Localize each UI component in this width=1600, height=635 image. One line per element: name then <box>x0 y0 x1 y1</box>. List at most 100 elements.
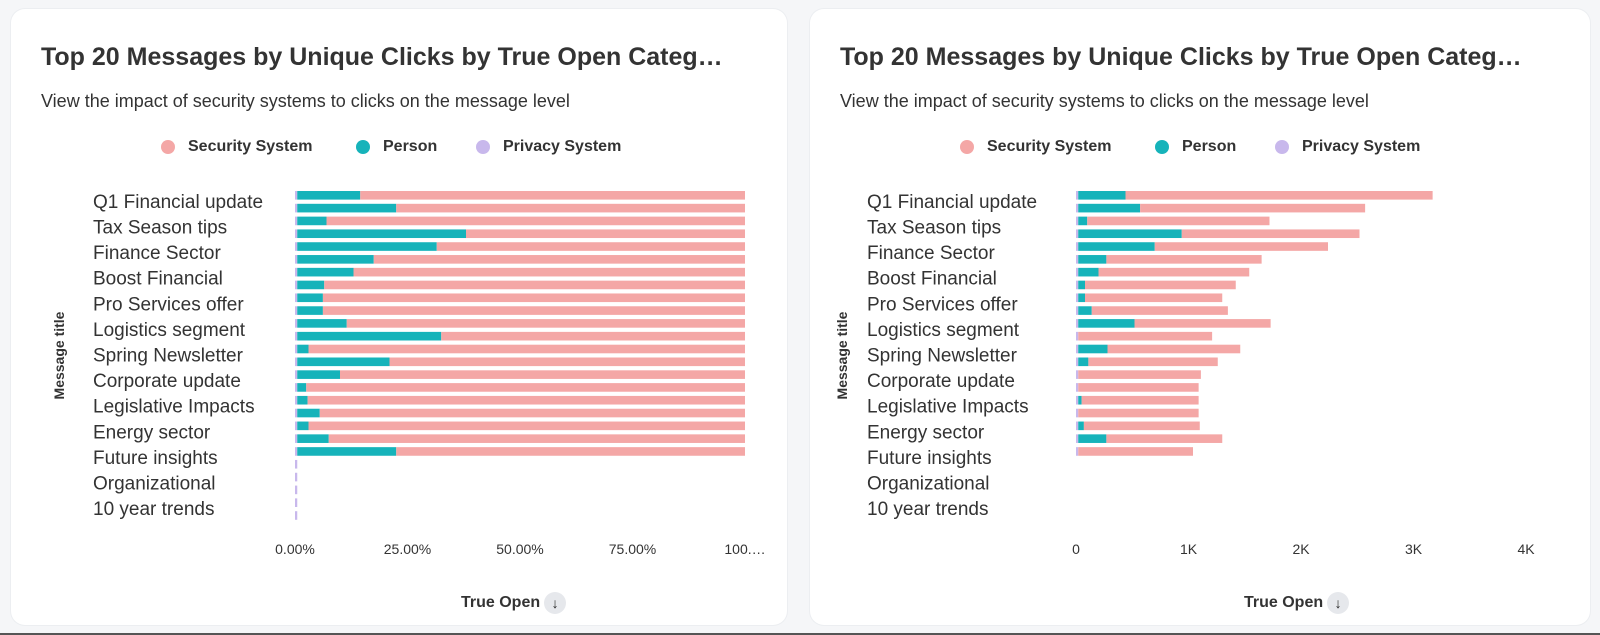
bar-segment-security-system[interactable] <box>328 434 745 443</box>
bar-segment-security-system[interactable] <box>466 229 745 239</box>
bar-segment-person[interactable] <box>1078 434 1107 443</box>
bar-segment-privacy-system[interactable] <box>1076 242 1079 251</box>
bar-segment-security-system[interactable] <box>1134 319 1271 328</box>
bar-segment-privacy-system[interactable] <box>1076 319 1079 328</box>
bar-segment-person[interactable] <box>1078 319 1135 328</box>
bar-segment-security-system[interactable] <box>1106 255 1262 264</box>
bar-segment-security-system[interactable] <box>346 319 745 328</box>
bar-segment-person[interactable] <box>1078 255 1107 264</box>
bar-segment-security-system[interactable] <box>1140 203 1366 213</box>
bar-segment-security-system[interactable] <box>1078 370 1201 379</box>
bar-segment-privacy-system[interactable] <box>295 319 298 328</box>
bar-segment-person[interactable] <box>297 370 340 379</box>
bar-segment-privacy-system[interactable] <box>1076 331 1079 341</box>
bar-segment-security-system[interactable] <box>396 203 745 213</box>
bar-segment-privacy-system[interactable] <box>1076 229 1079 239</box>
bar-segment-security-system[interactable] <box>389 357 746 367</box>
bar-segment-person[interactable] <box>1078 395 1082 405</box>
bar-segment-person[interactable] <box>297 383 307 392</box>
bar-segment-person[interactable] <box>297 255 374 264</box>
bar-segment-security-system[interactable] <box>1083 421 1200 431</box>
bar-segment-person[interactable] <box>1078 357 1089 367</box>
bar-segment-security-system[interactable] <box>360 191 745 200</box>
bar-segment-privacy-system[interactable] <box>295 216 298 226</box>
bar-segment-privacy-system[interactable] <box>295 255 298 264</box>
legend-item-person[interactable]: Person <box>356 138 437 156</box>
bar-segment-person[interactable] <box>1078 293 1085 303</box>
bar-segment-person[interactable] <box>1078 191 1126 200</box>
bar-segment-privacy-system[interactable] <box>295 344 298 354</box>
bar-segment-privacy-system[interactable] <box>295 357 298 367</box>
bar-segment-person[interactable] <box>297 319 347 328</box>
bar-segment-person[interactable] <box>1078 203 1141 213</box>
legend-item-security-system[interactable]: Security System <box>960 138 1112 156</box>
legend-item-person[interactable]: Person <box>1155 138 1236 156</box>
bar-segment-privacy-system[interactable] <box>295 395 298 405</box>
bar-segment-security-system[interactable] <box>306 383 745 392</box>
legend-item-privacy-system[interactable]: Privacy System <box>1275 138 1420 156</box>
bar-segment-security-system[interactable] <box>319 408 745 418</box>
bar-segment-person[interactable] <box>297 421 309 431</box>
bar-segment-privacy-system[interactable] <box>1076 191 1079 200</box>
bar-segment-security-system[interactable] <box>1078 408 1199 418</box>
bar-segment-privacy-system[interactable] <box>1076 203 1079 213</box>
bar-segment-person[interactable] <box>297 408 320 418</box>
bar-segment-security-system[interactable] <box>396 447 745 456</box>
bar-segment-person[interactable] <box>297 447 397 456</box>
bar-segment-person[interactable] <box>297 395 308 405</box>
bar-segment-security-system[interactable] <box>1107 344 1241 354</box>
bar-segment-privacy-system[interactable] <box>295 242 298 251</box>
legend-item-privacy-system[interactable]: Privacy System <box>476 138 621 156</box>
bar-segment-privacy-system[interactable] <box>295 306 298 315</box>
bar-segment-privacy-system[interactable] <box>1076 434 1079 443</box>
bar-segment-person[interactable] <box>297 229 466 239</box>
bar-segment-privacy-system[interactable] <box>295 459 298 469</box>
bar-segment-person[interactable] <box>297 357 390 367</box>
bar-segment-privacy-system[interactable] <box>1076 344 1079 354</box>
bar-segment-security-system[interactable] <box>322 306 745 315</box>
bar-segment-privacy-system[interactable] <box>295 370 298 379</box>
bar-segment-person[interactable] <box>297 242 437 251</box>
bar-segment-privacy-system[interactable] <box>1076 370 1079 379</box>
bar-segment-privacy-system[interactable] <box>1076 216 1079 226</box>
bar-segment-person[interactable] <box>297 331 442 341</box>
arrow-down-icon[interactable]: ↓ <box>1327 592 1350 614</box>
x-axis-title[interactable]: True Open ↓ <box>1244 592 1350 614</box>
bar-segment-privacy-system[interactable] <box>1076 306 1079 315</box>
bar-segment-person[interactable] <box>1078 306 1092 315</box>
bar-segment-person[interactable] <box>1078 267 1099 277</box>
legend-item-security-system[interactable]: Security System <box>161 138 313 156</box>
bar-segment-security-system[interactable] <box>326 216 746 226</box>
bar-segment-privacy-system[interactable] <box>295 280 298 290</box>
bar-segment-security-system[interactable] <box>1085 293 1223 303</box>
bar-segment-privacy-system[interactable] <box>1076 255 1079 264</box>
bar-segment-privacy-system[interactable] <box>1076 280 1079 290</box>
bar-segment-person[interactable] <box>297 267 354 277</box>
bar-segment-privacy-system[interactable] <box>295 293 298 303</box>
bar-segment-security-system[interactable] <box>1085 280 1236 290</box>
bar-segment-privacy-system[interactable] <box>295 229 298 239</box>
bar-segment-security-system[interactable] <box>1088 357 1218 367</box>
bar-segment-person[interactable] <box>297 203 397 213</box>
bar-segment-privacy-system[interactable] <box>295 383 298 392</box>
bar-segment-privacy-system[interactable] <box>295 331 298 341</box>
bar-segment-security-system[interactable] <box>1098 267 1250 277</box>
bar-segment-security-system[interactable] <box>1078 331 1213 341</box>
bar-segment-privacy-system[interactable] <box>295 421 298 431</box>
bar-segment-security-system[interactable] <box>436 242 745 251</box>
bar-segment-security-system[interactable] <box>441 331 745 341</box>
bar-segment-privacy-system[interactable] <box>295 498 298 507</box>
bar-segment-security-system[interactable] <box>1078 447 1193 456</box>
bar-segment-security-system[interactable] <box>1081 395 1199 405</box>
bar-segment-privacy-system[interactable] <box>295 434 298 443</box>
bar-segment-privacy-system[interactable] <box>1076 408 1079 418</box>
bar-segment-person[interactable] <box>297 306 323 315</box>
bar-segment-privacy-system[interactable] <box>1076 395 1079 405</box>
bar-segment-privacy-system[interactable] <box>295 267 298 277</box>
bar-segment-person[interactable] <box>297 216 327 226</box>
bar-segment-privacy-system[interactable] <box>295 203 298 213</box>
bar-segment-person[interactable] <box>1078 216 1088 226</box>
bar-segment-privacy-system[interactable] <box>295 447 298 456</box>
bar-segment-privacy-system[interactable] <box>295 408 298 418</box>
bar-segment-privacy-system[interactable] <box>1076 447 1079 456</box>
